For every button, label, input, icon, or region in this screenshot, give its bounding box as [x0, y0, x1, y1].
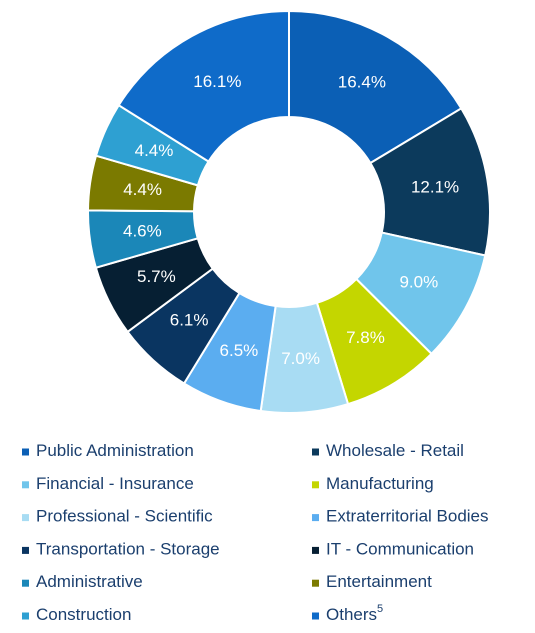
legend-label: Others5 — [326, 603, 383, 625]
legend-marker — [312, 481, 319, 489]
data-label: 16.1% — [193, 72, 241, 91]
legend-label: Entertainment — [326, 573, 432, 592]
legend-text: Administrative — [36, 573, 143, 592]
data-label: 5.7% — [137, 267, 176, 286]
data-label: 4.4% — [123, 180, 162, 199]
legend-text: Others — [326, 605, 377, 624]
legend-label: Manufacturing — [326, 474, 434, 493]
legend-text: Financial - Insurance — [36, 474, 194, 493]
legend-marker — [22, 448, 29, 456]
legend-label: Transportation - Storage — [36, 540, 220, 559]
legend-marker — [22, 481, 29, 489]
data-label: 12.1% — [411, 178, 459, 197]
data-label: 6.1% — [170, 311, 209, 330]
data-label: 16.4% — [338, 73, 386, 92]
legend-text: Professional - Scientific — [36, 507, 213, 526]
legend-marker — [22, 514, 29, 522]
legend-label: Administrative — [36, 573, 143, 592]
legend-footnote: 5 — [377, 603, 383, 615]
legend-label: Wholesale - Retail — [326, 441, 464, 460]
legend-text: Public Administration — [36, 441, 194, 460]
legend-text: Construction — [36, 605, 131, 624]
legend-text: Transportation - Storage — [36, 540, 220, 559]
data-label: 7.8% — [346, 328, 385, 347]
legend-marker — [312, 514, 319, 522]
legend-label: Financial - Insurance — [36, 474, 194, 493]
data-label: 4.4% — [135, 141, 174, 160]
data-label: 4.6% — [123, 222, 162, 241]
legend-text: Entertainment — [326, 573, 432, 592]
legend-label: Construction — [36, 605, 131, 624]
donut-segment — [288, 9, 463, 165]
legend-text: Wholesale - Retail — [326, 441, 464, 460]
legend-text: IT - Communication — [326, 540, 474, 559]
legend-marker — [22, 612, 29, 620]
legend-label: Extraterritorial Bodies — [326, 507, 489, 526]
legend-marker — [312, 612, 319, 620]
legend-marker — [22, 546, 29, 554]
legend-label: IT - Communication — [326, 540, 474, 559]
data-label: 7.0% — [281, 349, 320, 368]
legend-text: Manufacturing — [326, 474, 434, 493]
data-label: 6.5% — [220, 341, 259, 360]
legend-marker — [312, 448, 319, 456]
legend-label: Public Administration — [36, 441, 194, 460]
legend-marker — [22, 579, 29, 587]
legend-text: Extraterritorial Bodies — [326, 507, 489, 526]
donut-segment — [117, 9, 290, 163]
legend-marker — [312, 579, 319, 587]
data-label: 9.0% — [399, 273, 438, 292]
legend-label: Professional - Scientific — [36, 507, 213, 526]
legend-marker — [312, 546, 319, 554]
